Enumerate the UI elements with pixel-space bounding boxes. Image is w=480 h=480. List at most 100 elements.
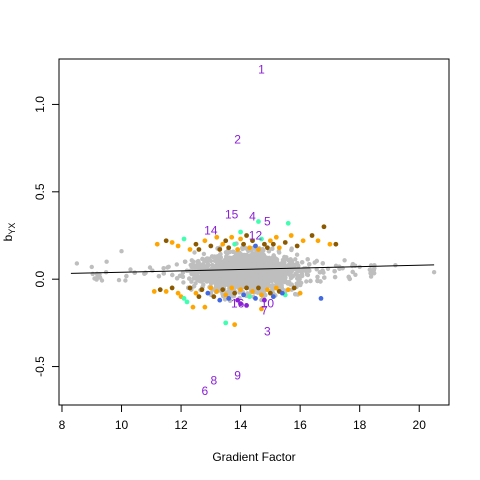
background-point <box>350 269 355 275</box>
highlight-point <box>241 292 246 298</box>
background-point <box>231 249 236 254</box>
background-point <box>292 266 298 272</box>
background-point <box>247 255 253 261</box>
highlight-point <box>250 289 255 294</box>
background-point <box>273 260 278 265</box>
highlight-point <box>217 297 223 303</box>
point-label: 6 <box>202 384 209 398</box>
background-point <box>290 274 295 279</box>
highlight-point <box>223 238 229 244</box>
highlight-point <box>244 233 249 238</box>
highlight-point <box>232 241 238 247</box>
point-label: 15 <box>225 208 239 222</box>
background-point <box>195 259 200 264</box>
highlight-point <box>253 243 258 249</box>
background-point <box>287 270 293 275</box>
background-point <box>266 249 272 254</box>
highlight-point <box>264 287 270 293</box>
background-point <box>261 283 266 289</box>
highlight-point <box>321 224 327 230</box>
highlight-point <box>175 243 181 249</box>
background-point <box>275 281 280 286</box>
background-point <box>289 247 294 253</box>
x-axis: 8 10 12 14 16 18 20 <box>59 404 426 432</box>
background-point <box>259 288 264 294</box>
background-point <box>304 279 309 284</box>
highlight-point <box>214 234 220 240</box>
highlight-point <box>229 285 235 291</box>
background-point <box>247 261 252 266</box>
highlight-point <box>217 247 223 252</box>
highlight-point <box>214 289 220 294</box>
background-point <box>251 283 256 288</box>
background-point <box>104 259 109 264</box>
background-point <box>189 258 194 263</box>
point-label: 10 <box>261 297 275 311</box>
background-point <box>222 271 228 276</box>
background-point <box>224 261 230 267</box>
y-tick-label: -0.5 <box>33 356 47 377</box>
background-point <box>315 278 320 284</box>
background-point <box>196 275 201 281</box>
background-point <box>252 273 257 278</box>
highlight-point <box>291 285 297 291</box>
highlight-point <box>202 238 208 244</box>
background-point <box>147 265 153 270</box>
highlight-point <box>333 241 339 247</box>
background-point <box>262 268 267 273</box>
highlight-point <box>297 290 303 296</box>
background-point <box>200 277 206 282</box>
highlight-point <box>244 285 249 291</box>
highlight-point <box>238 236 244 242</box>
x-axis-label: Gradient Factor <box>212 450 295 464</box>
background-point <box>177 273 183 278</box>
point-label: 12 <box>249 228 263 242</box>
background-point <box>195 272 200 277</box>
highlight-point <box>276 245 282 251</box>
background-point <box>174 262 179 267</box>
background-point <box>332 269 337 274</box>
highlight-point <box>205 290 211 296</box>
background-point <box>287 262 292 267</box>
point-label: 3 <box>264 325 271 339</box>
background-point <box>368 274 374 279</box>
highlight-point <box>181 236 187 242</box>
highlight-point <box>193 290 199 296</box>
background-point <box>308 278 313 284</box>
highlight-point <box>151 289 157 294</box>
highlight-point <box>169 285 175 291</box>
background-point <box>268 259 273 265</box>
background-point <box>261 264 266 269</box>
background-point <box>95 274 100 280</box>
background-point <box>247 266 252 271</box>
highlight-point <box>193 241 199 247</box>
point-label: 16 <box>231 297 245 311</box>
highlight-point <box>259 306 264 312</box>
background-point <box>191 284 197 289</box>
background-point <box>227 249 232 255</box>
background-point <box>314 258 319 264</box>
highlight-point <box>196 294 202 300</box>
background-point <box>156 274 162 279</box>
background-point <box>217 254 222 259</box>
highlight-point <box>270 241 276 247</box>
highlight-point <box>238 301 244 307</box>
background-point <box>223 258 228 263</box>
background-point <box>280 264 286 269</box>
background-point <box>181 280 186 285</box>
background-point <box>248 274 253 279</box>
background-point <box>210 263 215 268</box>
background-point <box>322 275 327 280</box>
highlight-point <box>202 304 208 310</box>
highlight-point <box>262 241 267 247</box>
background-point <box>220 265 226 271</box>
background-point <box>123 278 128 283</box>
highlight-point <box>282 240 288 245</box>
background-point <box>276 249 281 254</box>
background-point <box>187 276 192 281</box>
point-label: 1 <box>258 62 265 76</box>
highlight-point <box>175 290 181 296</box>
background-point <box>240 245 245 250</box>
background-point <box>198 264 203 269</box>
background-point <box>182 259 188 264</box>
